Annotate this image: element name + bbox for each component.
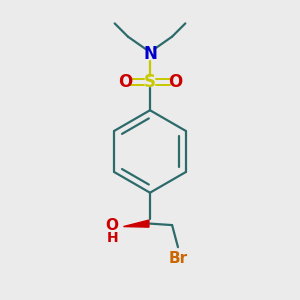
Polygon shape bbox=[124, 220, 149, 227]
Text: H: H bbox=[107, 231, 118, 245]
Text: O: O bbox=[106, 218, 118, 233]
Text: Br: Br bbox=[168, 251, 188, 266]
Text: O: O bbox=[168, 73, 182, 91]
Text: N: N bbox=[143, 45, 157, 63]
Text: O: O bbox=[118, 73, 132, 91]
Text: S: S bbox=[144, 73, 156, 91]
